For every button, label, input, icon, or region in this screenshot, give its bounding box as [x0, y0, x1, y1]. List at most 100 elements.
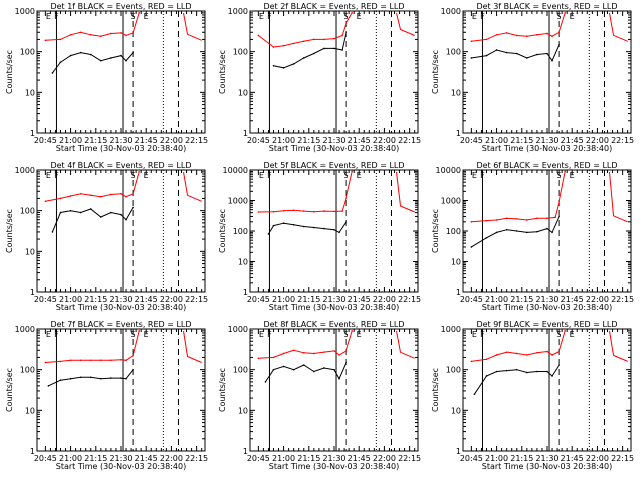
x-tick-label: 21:15	[297, 136, 320, 145]
y-tick-label: 100	[20, 366, 35, 375]
x-tick-label: 22:15	[185, 295, 208, 304]
data-point	[79, 359, 82, 362]
x-tick-label: 20:45	[34, 295, 57, 304]
series-line-lld	[471, 12, 566, 42]
x-tick-label: 20:45	[247, 454, 270, 463]
data-point	[44, 39, 47, 42]
data-point	[138, 171, 140, 173]
y-tick-label: 1	[243, 447, 248, 456]
data-point	[282, 209, 285, 212]
data-point	[272, 210, 275, 213]
event-marker-label: F	[54, 171, 59, 180]
data-point	[282, 44, 285, 47]
data-point	[120, 54, 122, 57]
x-tick-label: 21:00	[272, 136, 295, 145]
y-axis-label: Counts/sec	[5, 209, 14, 253]
data-point	[100, 377, 102, 380]
event-marker-label: S	[344, 171, 349, 180]
x-tick-label: 21:00	[59, 295, 82, 304]
event-marker-label: F	[480, 12, 485, 21]
data-point	[125, 195, 127, 198]
data-point	[132, 206, 134, 209]
data-point	[110, 211, 112, 214]
chart-title: Det 4f BLACK = Events, RED = LLD	[50, 161, 191, 170]
data-point	[125, 377, 127, 380]
data-point	[338, 377, 340, 380]
x-tick-label: 21:00	[59, 454, 82, 463]
data-point	[341, 34, 343, 37]
data-point	[132, 51, 134, 54]
series-line-events	[471, 216, 560, 248]
x-tick-label: 21:30	[322, 295, 345, 304]
y-axis-label: Counts/sec	[218, 50, 227, 94]
data-point	[333, 228, 335, 231]
x-tick-label: 22:15	[398, 454, 421, 463]
x-tick-label: 22:00	[586, 454, 609, 463]
data-point	[292, 63, 295, 65]
data-point	[313, 52, 315, 55]
data-point	[323, 210, 325, 212]
x-tick-label: 21:00	[485, 454, 508, 463]
chart-title: Det 7f BLACK = Events, RED = LLD	[50, 320, 191, 329]
x-tick-label: 21:30	[535, 136, 558, 145]
x-tick-label: 21:00	[272, 295, 295, 304]
data-point	[59, 379, 62, 382]
data-point	[264, 381, 267, 383]
y-tick-label: 1000	[228, 325, 248, 334]
series-line-events	[471, 44, 560, 62]
x-tick-label: 22:00	[586, 295, 609, 304]
data-point	[333, 210, 335, 213]
data-point	[323, 47, 325, 50]
x-tick-label: 20:45	[460, 295, 483, 304]
x-tick-label: 21:30	[535, 295, 558, 304]
event-marker-label: E	[46, 330, 51, 339]
data-point	[526, 57, 528, 59]
data-point	[79, 51, 82, 54]
y-tick-label: 100	[233, 227, 248, 236]
data-point	[526, 371, 528, 374]
x-tick-label: 20:45	[34, 454, 57, 463]
chart-title: Det 9f BLACK = Events, RED = LLD	[476, 320, 617, 329]
data-point	[526, 219, 528, 221]
data-point	[282, 222, 285, 225]
data-point	[558, 364, 560, 366]
event-marker-label: E	[472, 12, 477, 21]
data-point	[323, 367, 325, 369]
data-point	[69, 54, 72, 57]
data-point	[551, 35, 553, 38]
data-point	[323, 38, 325, 41]
data-point	[282, 365, 285, 368]
data-point	[485, 54, 488, 57]
x-tick-label: 22:00	[373, 136, 396, 145]
data-point	[470, 360, 473, 363]
series-line-lld	[258, 330, 353, 359]
event-marker-label: E	[357, 171, 362, 180]
data-point	[69, 33, 72, 36]
data-point	[110, 359, 112, 362]
x-tick-label: 22:15	[398, 136, 421, 145]
data-point	[59, 61, 62, 64]
data-point	[470, 57, 473, 59]
x-axis-label: Start Time (30-Nov-03 20:38:40)	[56, 303, 186, 312]
x-tick-label: 20:45	[247, 136, 270, 145]
data-point	[302, 364, 305, 366]
data-point	[51, 72, 54, 74]
y-tick-label: 1	[456, 288, 461, 297]
data-point	[345, 197, 347, 199]
data-point	[69, 209, 72, 212]
data-point	[351, 12, 353, 14]
data-point	[59, 211, 62, 214]
data-point	[485, 38, 488, 41]
data-point	[120, 377, 122, 379]
data-point	[505, 51, 508, 54]
data-point	[470, 246, 473, 248]
y-axis-label: Counts/sec	[431, 209, 440, 253]
data-point	[125, 218, 127, 221]
data-point	[505, 228, 508, 231]
y-tick-label: 10	[238, 88, 248, 97]
data-point	[515, 34, 518, 37]
data-point	[292, 223, 295, 226]
data-point	[546, 52, 548, 55]
data-point	[505, 217, 508, 220]
data-point	[485, 219, 488, 222]
